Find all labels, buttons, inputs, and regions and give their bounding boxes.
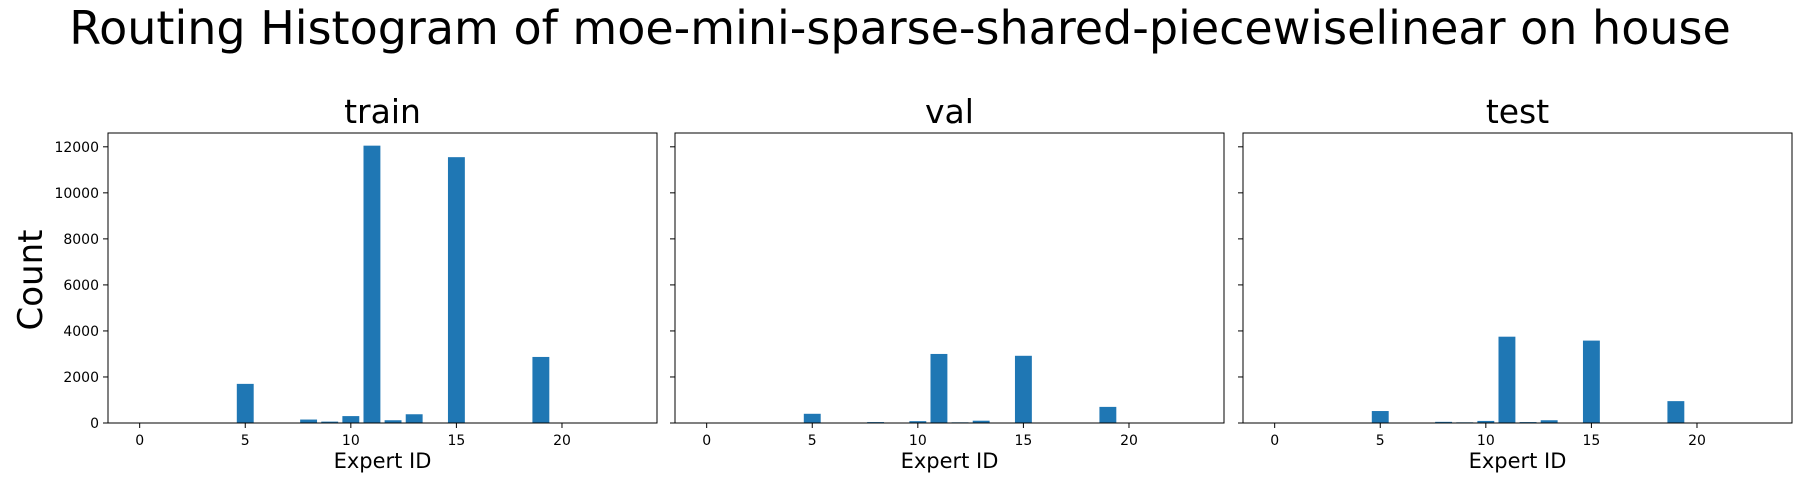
x-tick-label: 10	[909, 433, 927, 449]
bar	[803, 413, 821, 423]
plot-frame	[1242, 132, 1793, 424]
bar	[1540, 420, 1558, 423]
x-tick-label: 0	[135, 433, 144, 449]
figure-title: Routing Histogram of moe-mini-sparse-sha…	[69, 1, 1731, 55]
x-tick-label: 10	[1477, 433, 1495, 449]
bar	[363, 145, 381, 423]
bar	[321, 421, 339, 423]
x-tick-label: 5	[1376, 433, 1385, 449]
panel-title: test	[1486, 92, 1549, 131]
y-tick-label: 4000	[63, 324, 99, 340]
x-axis-label: Expert ID	[334, 449, 432, 473]
bar	[384, 420, 402, 423]
bar	[1477, 420, 1495, 423]
x-tick-label: 20	[1688, 433, 1706, 449]
y-tick-label: 6000	[63, 278, 99, 294]
x-tick-label: 20	[553, 433, 571, 449]
panel-test: 0 5 10 15 20 test Expert ID	[1238, 92, 1793, 473]
bar	[342, 416, 360, 423]
shared-y-axis-label: Count	[11, 230, 51, 331]
plot-frame	[107, 132, 658, 424]
x-tick-label: 15	[1014, 433, 1032, 449]
bar	[909, 421, 927, 423]
y-tick-label: 0	[90, 416, 99, 432]
x-tick-label: 5	[808, 433, 817, 449]
x-axis-label: Expert ID	[901, 449, 999, 473]
y-tick-label: 12000	[54, 140, 99, 156]
y-tick-label: 10000	[54, 186, 99, 202]
x-tick-label: 20	[1120, 433, 1138, 449]
bar	[1435, 421, 1453, 423]
bar	[1498, 336, 1516, 423]
x-tick-label: 15	[1582, 433, 1600, 449]
bar	[300, 419, 318, 423]
bar	[1667, 401, 1685, 423]
plot-frame	[674, 132, 1225, 424]
panel-title: val	[925, 92, 974, 131]
bar	[1371, 411, 1389, 423]
panel-title: train	[344, 92, 421, 131]
x-axis-label: Expert ID	[1469, 449, 1567, 473]
x-tick-label: 0	[702, 433, 711, 449]
x-tick-label: 15	[447, 433, 465, 449]
panels-group: 0 5 10 15 20020004000600080001000012000train…	[54, 92, 1793, 473]
bar	[236, 383, 254, 423]
bar	[405, 414, 423, 423]
x-tick-label: 10	[342, 433, 360, 449]
x-tick-label: 0	[1270, 433, 1279, 449]
bar	[447, 157, 465, 423]
y-tick-label: 8000	[63, 232, 99, 248]
bar	[532, 356, 550, 423]
bar	[930, 353, 948, 423]
bar	[1582, 340, 1600, 423]
panel-train: 0 5 10 15 20 0 2000 4000 6000 8000 10000 12000 train…	[54, 92, 658, 473]
y-tick-label: 2000	[63, 370, 99, 386]
bar	[1014, 355, 1032, 423]
panel-val: 0 5 10 15 20 val Expert ID	[670, 92, 1225, 473]
bar	[972, 420, 990, 423]
bar	[1099, 406, 1117, 423]
x-tick-label: 5	[241, 433, 250, 449]
